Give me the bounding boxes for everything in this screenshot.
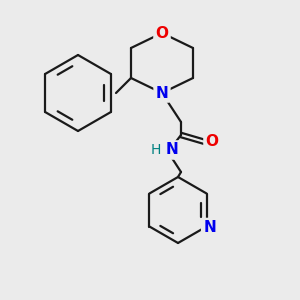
Text: O: O: [206, 134, 218, 149]
Text: O: O: [155, 26, 169, 40]
Text: N: N: [166, 142, 178, 158]
Text: H: H: [151, 143, 161, 157]
Text: N: N: [156, 85, 168, 100]
Text: N: N: [203, 220, 216, 235]
